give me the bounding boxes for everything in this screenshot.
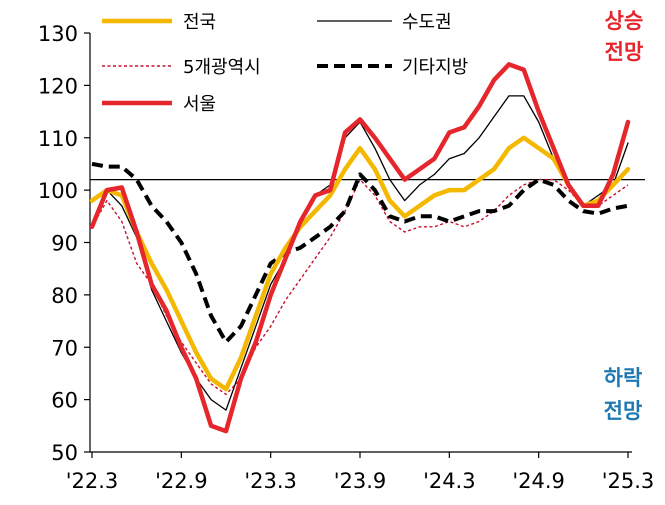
lower-annotation-line-1: 하락 <box>604 366 643 390</box>
x-tick-label: '24.9 <box>512 469 565 493</box>
y-tick-label: 110 <box>38 127 78 151</box>
y-tick-label: 70 <box>51 336 78 360</box>
lower-annotation-line-2: 전망 <box>604 399 643 423</box>
y-tick-label: 60 <box>51 389 78 413</box>
legend: 전국 수도권 5개광역시 기타지방 서울 <box>102 12 468 115</box>
x-tick-label: '25.3 <box>602 469 655 493</box>
axes <box>84 32 632 458</box>
y-tick-label: 100 <box>38 179 78 203</box>
y-tick-label: 130 <box>38 22 78 46</box>
y-tick-label: 80 <box>51 284 78 308</box>
legend-label-series-4: 서울 <box>183 94 216 115</box>
y-tick-label: 50 <box>51 441 78 465</box>
y-tick-label: 120 <box>38 74 78 98</box>
series-line-2 <box>91 178 629 396</box>
series-lines <box>89 62 631 434</box>
x-tick-labels: '22.3 '22.9 '23.3 '23.9 '24.3 '24.9 '25.3 <box>66 469 655 493</box>
x-tick-label: '23.3 <box>244 469 297 493</box>
x-tick-label: '24.3 <box>423 469 476 493</box>
upper-annotation-line-2: 전망 <box>605 40 644 64</box>
series-line-3 <box>91 161 629 344</box>
legend-label-series-0: 전국 <box>183 12 216 33</box>
legend-label-series-1: 수도권 <box>402 12 452 33</box>
y-tick-labels: 50 60 70 80 90 100 110 120 130 <box>38 22 78 465</box>
legend-label-series-3: 기타지방 <box>402 57 468 78</box>
upper-annotation: 상승 전망 <box>605 9 644 64</box>
x-tick-label: '23.9 <box>334 469 387 493</box>
y-tick-label: 90 <box>51 232 78 256</box>
series-line-1 <box>91 95 629 411</box>
legend-label-series-2: 5개광역시 <box>183 57 261 78</box>
lower-annotation: 하락 전망 <box>604 366 643 423</box>
x-tick-label: '22.9 <box>155 469 208 493</box>
x-tick-label: '22.3 <box>66 469 119 493</box>
upper-annotation-line-1: 상승 <box>605 9 644 33</box>
series-line-4 <box>89 62 631 434</box>
series-line-0 <box>89 135 631 392</box>
